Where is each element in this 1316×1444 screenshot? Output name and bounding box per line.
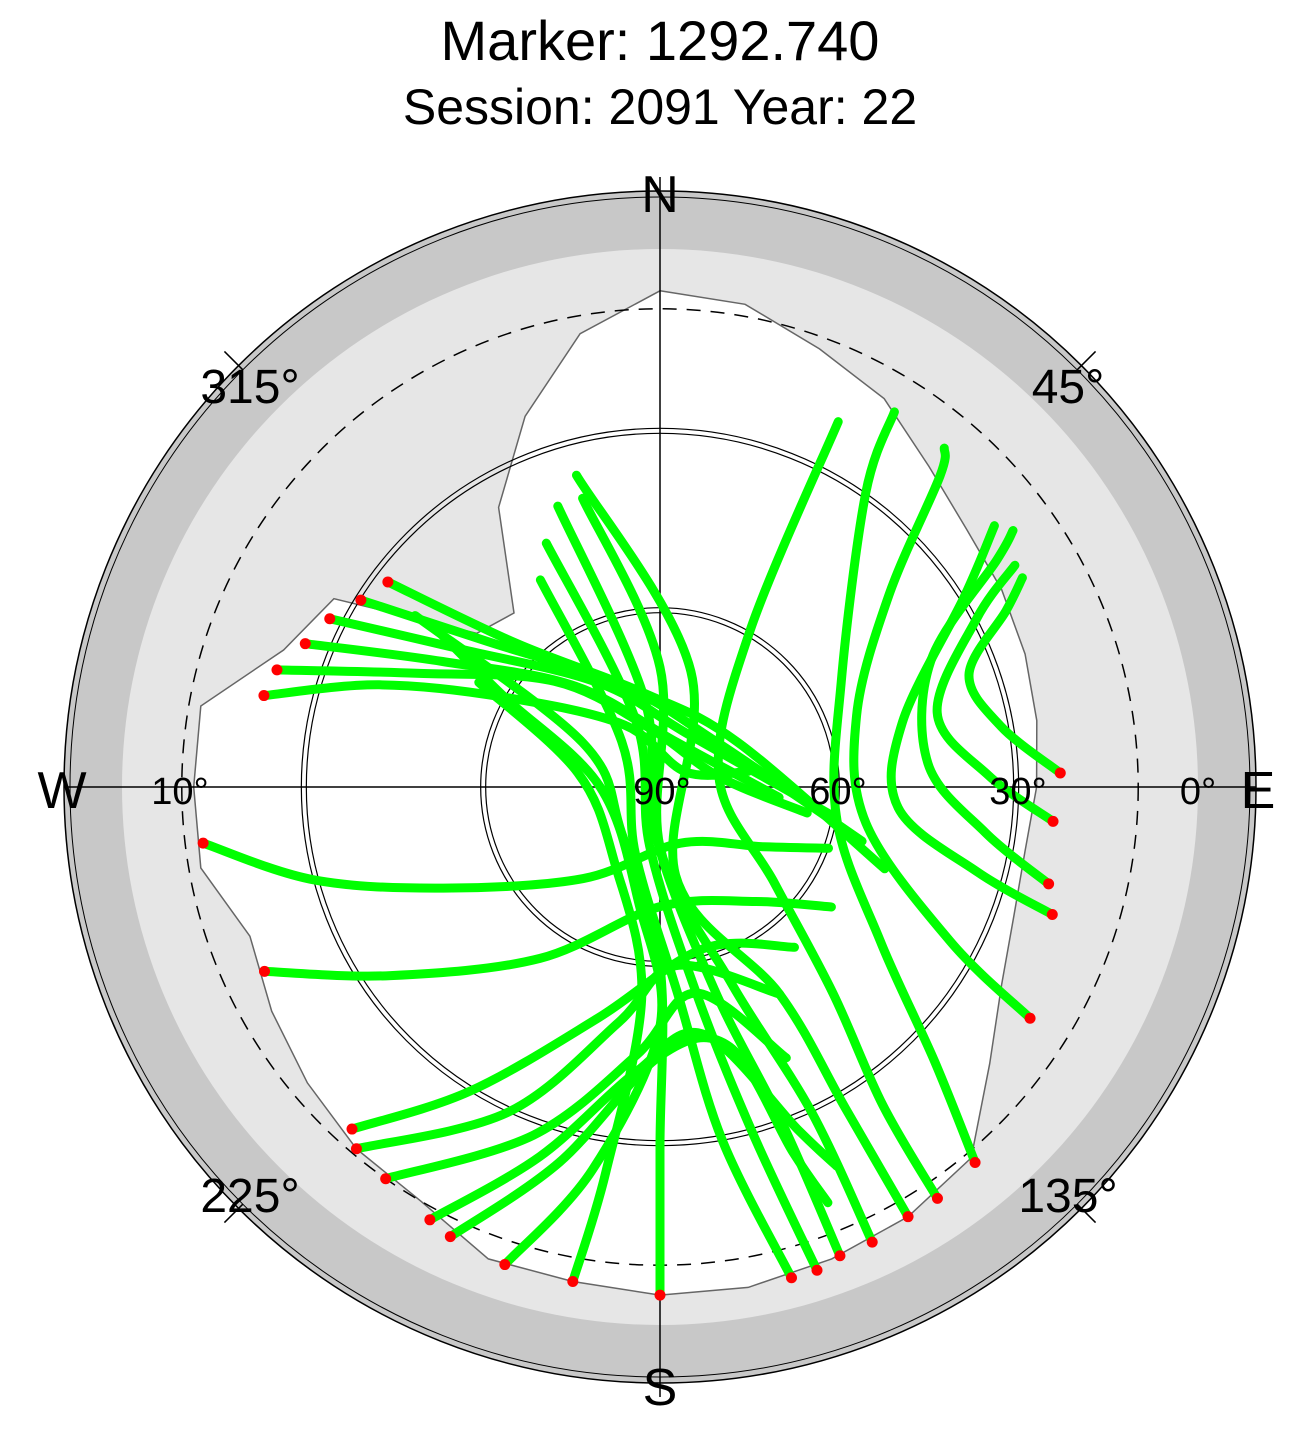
track-endpoint: [299, 638, 311, 650]
track-endpoint: [444, 1231, 456, 1243]
azimuth-label-135: 135°: [1018, 1170, 1117, 1223]
track-endpoint: [969, 1156, 981, 1168]
track-endpoint: [258, 690, 270, 702]
satellite-track: [572, 470, 913, 1222]
azimuth-label-315: 315°: [200, 361, 299, 414]
track-endpoint: [834, 1250, 846, 1262]
track-endpoint: [786, 1272, 798, 1284]
track-endpoint: [811, 1264, 823, 1276]
chart-title: Marker: 1292.740: [441, 9, 880, 72]
satellite-tracks: [198, 407, 1065, 1300]
chart-subtitle: Session: 2091 Year: 22: [403, 79, 917, 135]
satellite-track: [474, 677, 647, 1286]
track-endpoint: [654, 1289, 666, 1301]
track-endpoint: [382, 576, 394, 588]
satellite-track: [541, 538, 822, 1275]
track-endpoint: [1047, 815, 1059, 827]
compass-north-label: N: [641, 166, 679, 224]
compass-west-label: W: [37, 762, 86, 820]
elevation-label-90: 90°: [633, 771, 690, 813]
satellite-track: [849, 443, 1035, 1023]
track-endpoint: [197, 837, 209, 849]
track-endpoint: [866, 1236, 878, 1248]
track-endpoint: [499, 1259, 511, 1271]
track-endpoint: [424, 1214, 436, 1226]
track-endpoint: [350, 1143, 362, 1155]
track-endpoint: [346, 1123, 358, 1135]
track-endpoint: [355, 594, 367, 606]
satellite-track: [260, 895, 836, 981]
compass-east-label: E: [1241, 762, 1276, 820]
azimuth-tick-315: [223, 350, 244, 371]
azimuth-tick-225: [223, 1203, 244, 1224]
elevation-label-0: 0°: [1180, 771, 1216, 813]
track-endpoint: [1024, 1012, 1036, 1024]
satellite-track: [829, 407, 980, 1167]
satellite-track: [535, 575, 796, 1283]
azimuth-tick-45: [1076, 350, 1097, 371]
track-endpoint: [931, 1192, 943, 1204]
track-endpoint: [567, 1276, 579, 1288]
track-endpoint: [324, 613, 336, 625]
satellite-track: [932, 560, 1058, 826]
track-endpoint: [380, 1173, 392, 1185]
satellite-track: [964, 573, 1065, 778]
satellite-track: [300, 639, 784, 802]
satellite-track: [578, 493, 877, 1247]
track-endpoint: [1043, 878, 1055, 890]
elevation-label-30: 30°: [989, 771, 1046, 813]
elevation-label-mask: 10°: [151, 771, 208, 813]
elevation-label-60: 60°: [809, 771, 866, 813]
azimuth-tick-135: [1076, 1203, 1097, 1224]
satellite-track: [917, 526, 1054, 889]
track-endpoint: [1046, 908, 1058, 920]
track-endpoint: [259, 965, 271, 977]
compass-south-label: S: [643, 1359, 678, 1417]
track-endpoints: [197, 576, 1066, 1301]
track-endpoint: [271, 664, 283, 676]
satellite-track: [713, 417, 942, 1203]
track-endpoint: [902, 1211, 914, 1223]
azimuth-label-45: 45°: [1032, 361, 1105, 414]
satellite-track: [198, 836, 833, 893]
azimuth-label-225: 225°: [200, 1170, 299, 1223]
track-endpoint: [1054, 767, 1066, 779]
satellite-track: [435, 628, 667, 1270]
